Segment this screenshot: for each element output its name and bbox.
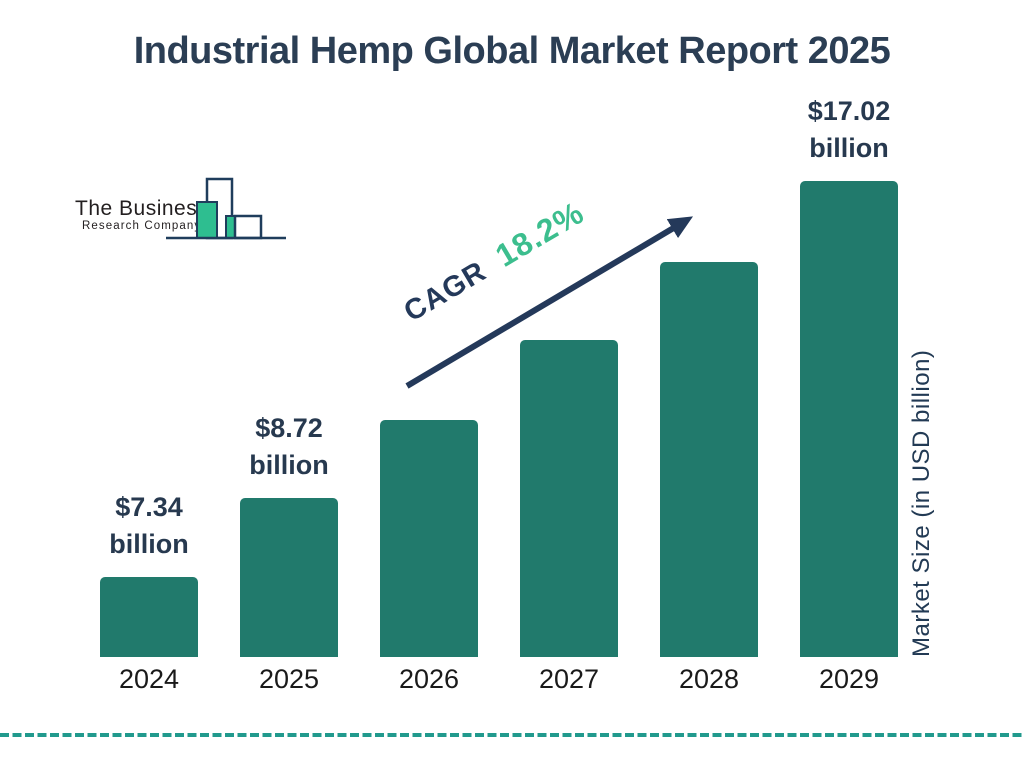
value-label-amount: $7.34	[115, 492, 183, 522]
x-axis-label-2026: 2026	[398, 664, 460, 694]
x-axis-label-2024: 2024	[118, 664, 180, 694]
value-label-unit: billion	[249, 450, 329, 480]
value-label-2024: $7.34 billion	[109, 489, 188, 563]
company-logo-text: The Business Research Company	[75, 198, 208, 233]
logo-name-line1: The Business	[75, 197, 209, 220]
logo-name-line2: Research Company	[82, 220, 202, 232]
page-title: Industrial Hemp Global Market Report 202…	[133, 30, 891, 72]
x-axis-label-2029: 2029	[818, 664, 880, 694]
x-axis-label-2028: 2028	[678, 664, 740, 694]
bar-2025	[240, 498, 338, 657]
value-label-2025: $8.72 billion	[249, 410, 328, 484]
x-axis-label-2025: 2025	[258, 664, 320, 694]
bar-2029	[800, 181, 898, 657]
bar-2026	[380, 420, 478, 657]
value-label-amount: $8.72	[255, 413, 323, 443]
bar-chart-logo-icon	[166, 177, 286, 240]
bar-2024	[100, 577, 198, 657]
value-label-unit: billion	[809, 133, 889, 163]
bar-2028	[660, 262, 758, 657]
value-label-unit: billion	[109, 529, 189, 559]
x-axis-label-2027: 2027	[538, 664, 600, 694]
bar-2027	[520, 340, 618, 657]
growth-arrow-icon	[405, 216, 694, 389]
value-label-2029: $17.02 billion	[808, 93, 891, 167]
value-label-amount: $17.02	[807, 96, 891, 126]
bottom-dashed-divider	[0, 733, 1024, 737]
company-logo: The Business Research Company	[75, 176, 290, 246]
y-axis-title: Market Size (in USD billion)	[908, 349, 935, 657]
